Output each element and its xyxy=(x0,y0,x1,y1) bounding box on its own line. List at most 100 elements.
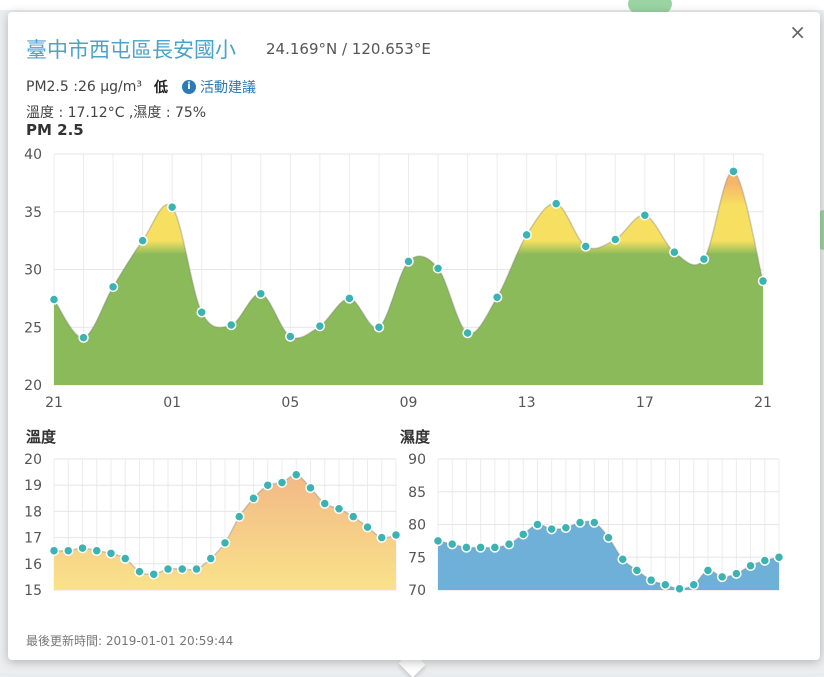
x-tick-label: 09 xyxy=(400,395,418,411)
data-point[interactable] xyxy=(546,523,557,535)
data-point[interactable] xyxy=(489,542,501,553)
pm-value: PM2.5 :26 μg/m³ xyxy=(26,79,142,95)
data-point[interactable] xyxy=(550,198,562,209)
data-point[interactable] xyxy=(757,275,769,287)
y-tick-label: 20 xyxy=(24,452,42,468)
data-point[interactable] xyxy=(105,548,117,559)
data-point[interactable] xyxy=(716,571,728,583)
data-point[interactable] xyxy=(617,553,628,565)
data-point[interactable] xyxy=(731,568,742,579)
data-point[interactable] xyxy=(532,519,543,530)
data-point[interactable] xyxy=(333,503,345,515)
data-point[interactable] xyxy=(631,565,643,576)
data-point[interactable] xyxy=(248,493,259,504)
data-point[interactable] xyxy=(461,542,472,553)
y-tick-label: 35 xyxy=(24,205,42,221)
data-point[interactable] xyxy=(403,256,414,267)
data-point[interactable] xyxy=(226,319,237,331)
data-point[interactable] xyxy=(148,569,159,580)
data-point[interactable] xyxy=(745,560,756,572)
last-updated: 最後更新時間: 2019-01-01 20:59:44 xyxy=(26,634,234,648)
data-point[interactable] xyxy=(560,522,572,534)
data-point[interactable] xyxy=(759,555,771,566)
data-point[interactable] xyxy=(390,529,402,541)
humid-chart-title: 濕度 xyxy=(400,428,431,446)
data-point[interactable] xyxy=(728,166,739,177)
data-point[interactable] xyxy=(91,545,102,556)
data-point[interactable] xyxy=(503,538,515,550)
data-point[interactable] xyxy=(63,545,74,556)
data-point[interactable] xyxy=(660,579,671,591)
x-tick-label: 05 xyxy=(281,395,299,411)
data-point[interactable] xyxy=(262,479,273,491)
data-point[interactable] xyxy=(348,511,359,522)
data-point[interactable] xyxy=(462,327,473,339)
data-point[interactable] xyxy=(120,553,131,564)
data-point[interactable] xyxy=(373,322,385,333)
data-point[interactable] xyxy=(78,332,89,343)
data-point[interactable] xyxy=(285,331,296,342)
close-icon[interactable]: × xyxy=(789,20,806,44)
station-title: 臺中市西屯區長安國小 xyxy=(26,38,236,62)
data-point[interactable] xyxy=(432,263,444,274)
data-point[interactable] xyxy=(639,209,651,221)
data-point[interactable] xyxy=(276,477,288,488)
data-point[interactable] xyxy=(518,529,529,540)
data-point[interactable] xyxy=(688,579,699,591)
temperature-chart: 15 16 17 18 19 20 xyxy=(24,452,402,597)
data-point[interactable] xyxy=(589,517,600,528)
data-point[interactable] xyxy=(319,498,330,509)
data-point[interactable] xyxy=(48,294,60,305)
data-point[interactable] xyxy=(475,542,486,553)
data-point[interactable] xyxy=(162,563,174,575)
y-tick-label: 16 xyxy=(24,557,42,573)
data-point[interactable] xyxy=(344,293,355,304)
data-point[interactable] xyxy=(603,532,614,543)
data-point[interactable] xyxy=(134,566,145,577)
map-road xyxy=(0,0,824,10)
data-point[interactable] xyxy=(137,235,148,246)
data-point[interactable] xyxy=(773,552,785,563)
data-point[interactable] xyxy=(645,574,657,586)
data-point[interactable] xyxy=(234,511,245,522)
area-fill xyxy=(54,474,396,590)
pm-summary: PM2.5 :26 μg/m³ 低 i 活動建議 xyxy=(26,77,256,97)
data-point[interactable] xyxy=(521,229,532,241)
data-point[interactable] xyxy=(314,320,326,332)
data-point[interactable] xyxy=(610,234,621,245)
data-point[interactable] xyxy=(77,542,88,554)
data-point[interactable] xyxy=(376,532,387,543)
y-tick-label: 90 xyxy=(408,452,426,468)
data-point[interactable] xyxy=(255,288,267,300)
data-point[interactable] xyxy=(196,306,207,318)
data-point[interactable] xyxy=(669,246,680,258)
data-point[interactable] xyxy=(205,553,216,564)
y-tick-label: 30 xyxy=(24,263,42,279)
data-point[interactable] xyxy=(491,291,503,303)
data-point[interactable] xyxy=(702,565,714,576)
data-point[interactable] xyxy=(305,482,316,494)
activity-advice-link[interactable]: 活動建議 xyxy=(199,80,256,96)
info-icon[interactable]: i xyxy=(181,80,196,94)
data-point[interactable] xyxy=(432,535,444,547)
x-tick-label: 17 xyxy=(636,395,654,411)
data-point[interactable] xyxy=(580,241,591,252)
data-point[interactable] xyxy=(107,281,119,293)
x-tick-label: 21 xyxy=(754,395,772,411)
data-point[interactable] xyxy=(291,469,302,480)
y-tick-label: 17 xyxy=(24,531,42,547)
data-point[interactable] xyxy=(362,521,373,533)
data-point[interactable] xyxy=(177,563,188,575)
pm25-chart: 20 25 30 35 40 21 01 05 09 13 17 21 xyxy=(24,147,772,411)
y-tick-label: 75 xyxy=(408,550,426,566)
data-point[interactable] xyxy=(219,537,231,549)
data-point[interactable] xyxy=(166,201,178,213)
pm-chart-title: PM 2.5 xyxy=(26,121,84,139)
x-tick-label: 21 xyxy=(45,395,63,411)
data-point[interactable] xyxy=(574,517,586,528)
data-point[interactable] xyxy=(446,538,458,550)
data-point[interactable] xyxy=(191,563,202,575)
data-point[interactable] xyxy=(48,545,60,556)
data-point[interactable] xyxy=(674,583,685,594)
data-point[interactable] xyxy=(698,253,710,265)
